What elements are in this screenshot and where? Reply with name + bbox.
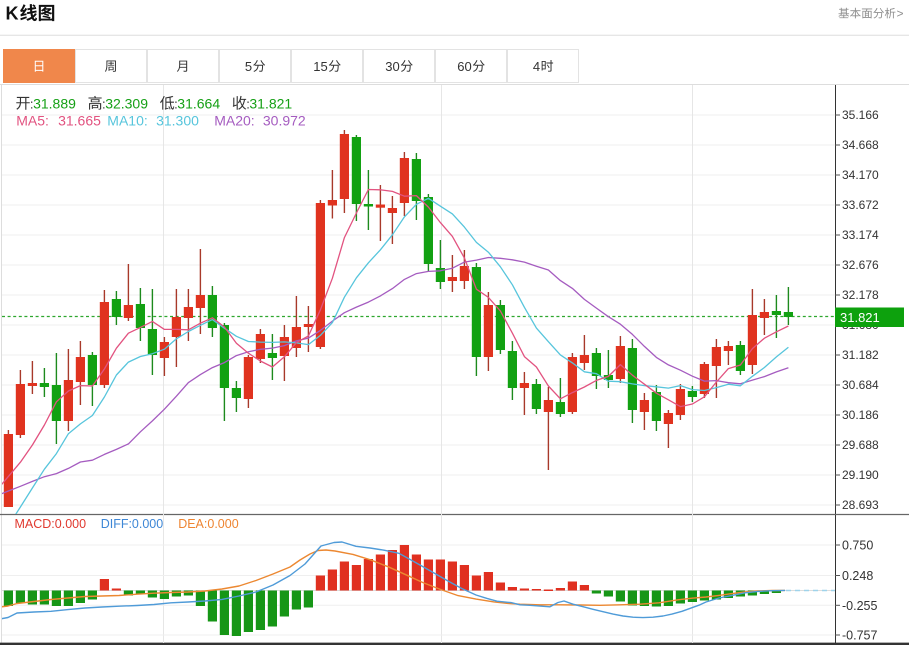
svg-text:29.190: 29.190: [842, 468, 879, 482]
svg-text:31.300: 31.300: [156, 113, 199, 129]
svg-text:34.668: 34.668: [842, 138, 879, 152]
svg-text:0.750: 0.750: [842, 539, 873, 553]
svg-text:4: 4: [533, 59, 540, 74]
svg-text:30: 30: [385, 59, 399, 74]
svg-text:15: 15: [313, 59, 327, 74]
svg-text:-0.757: -0.757: [842, 629, 877, 643]
svg-text:31.821: 31.821: [840, 310, 880, 325]
svg-text:MA20:: MA20:: [214, 113, 254, 129]
svg-text:60: 60: [457, 59, 471, 74]
svg-text:0.248: 0.248: [842, 569, 873, 583]
svg-text::: :: [30, 97, 34, 112]
svg-text:MA10:: MA10:: [107, 113, 147, 129]
svg-text:30.684: 30.684: [842, 378, 879, 392]
svg-text:30.186: 30.186: [842, 408, 879, 422]
svg-text:28.693: 28.693: [842, 498, 879, 512]
svg-text:MACD:0.000: MACD:0.000: [15, 517, 87, 531]
svg-text:32.676: 32.676: [842, 258, 879, 272]
svg-text::: :: [102, 97, 106, 112]
svg-text:MA5:: MA5:: [16, 113, 49, 129]
svg-text:31.821: 31.821: [249, 96, 292, 112]
svg-text:33.174: 33.174: [842, 228, 879, 242]
svg-text:-0.255: -0.255: [842, 599, 877, 613]
svg-text:31.182: 31.182: [842, 348, 879, 362]
svg-text:31.889: 31.889: [33, 96, 76, 112]
svg-text:32.178: 32.178: [842, 288, 879, 302]
svg-text:32.309: 32.309: [105, 96, 148, 112]
svg-text::: :: [174, 97, 178, 112]
svg-text:35.166: 35.166: [842, 108, 879, 122]
svg-text:33.672: 33.672: [842, 198, 879, 212]
svg-text:31.665: 31.665: [58, 113, 101, 129]
svg-text:DEA:0.000: DEA:0.000: [178, 517, 239, 531]
svg-text::: :: [246, 97, 250, 112]
svg-text:>: >: [897, 7, 904, 21]
svg-text:29.688: 29.688: [842, 438, 879, 452]
svg-text:34.170: 34.170: [842, 168, 879, 182]
svg-text:31.664: 31.664: [177, 96, 220, 112]
svg-text:DIFF:0.000: DIFF:0.000: [101, 517, 164, 531]
svg-text:K: K: [6, 4, 19, 24]
svg-text:5: 5: [245, 59, 252, 74]
svg-text:30.972: 30.972: [263, 113, 306, 129]
